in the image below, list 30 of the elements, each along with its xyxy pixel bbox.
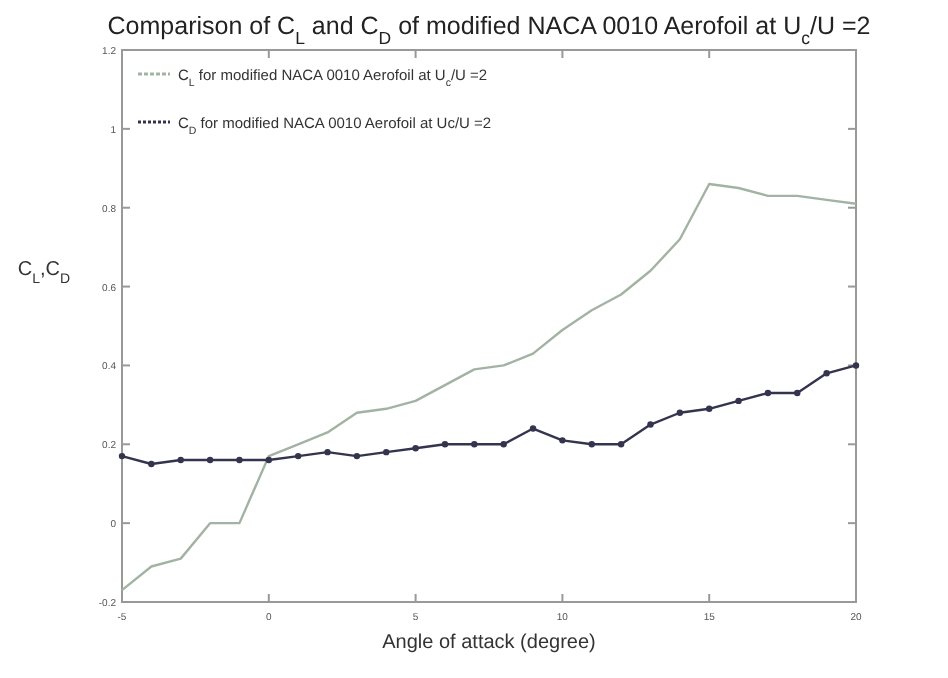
point (794, 389, 801, 397)
point (294, 452, 302, 460)
point (412, 445, 419, 452)
point (823, 370, 830, 377)
point (206, 456, 214, 464)
point (441, 441, 449, 448)
point (706, 405, 713, 412)
point (265, 456, 272, 464)
point (177, 456, 184, 464)
chart-title: Comparison of C$_{L}$ and C$_{D}$ of modified NACA 0010 Aerofoil at U$_{c}$/U =2 (107, 12, 871, 48)
point (236, 456, 243, 464)
x-axis-title: Angle of attack (degree) (382, 632, 596, 654)
point (529, 425, 537, 432)
point (471, 441, 478, 448)
point (852, 362, 860, 369)
point (383, 448, 390, 456)
point (353, 452, 361, 460)
y-axis-title: C$_{L}$,C$_{D}$ (17, 258, 71, 286)
point (617, 441, 625, 448)
point (764, 389, 772, 397)
point (647, 421, 654, 428)
point (735, 397, 742, 405)
point (500, 441, 507, 448)
point (118, 452, 126, 460)
line-series (120, 182, 858, 592)
point (324, 448, 331, 456)
point (559, 437, 566, 444)
point (588, 441, 595, 448)
point (676, 409, 684, 416)
point (148, 460, 155, 468)
